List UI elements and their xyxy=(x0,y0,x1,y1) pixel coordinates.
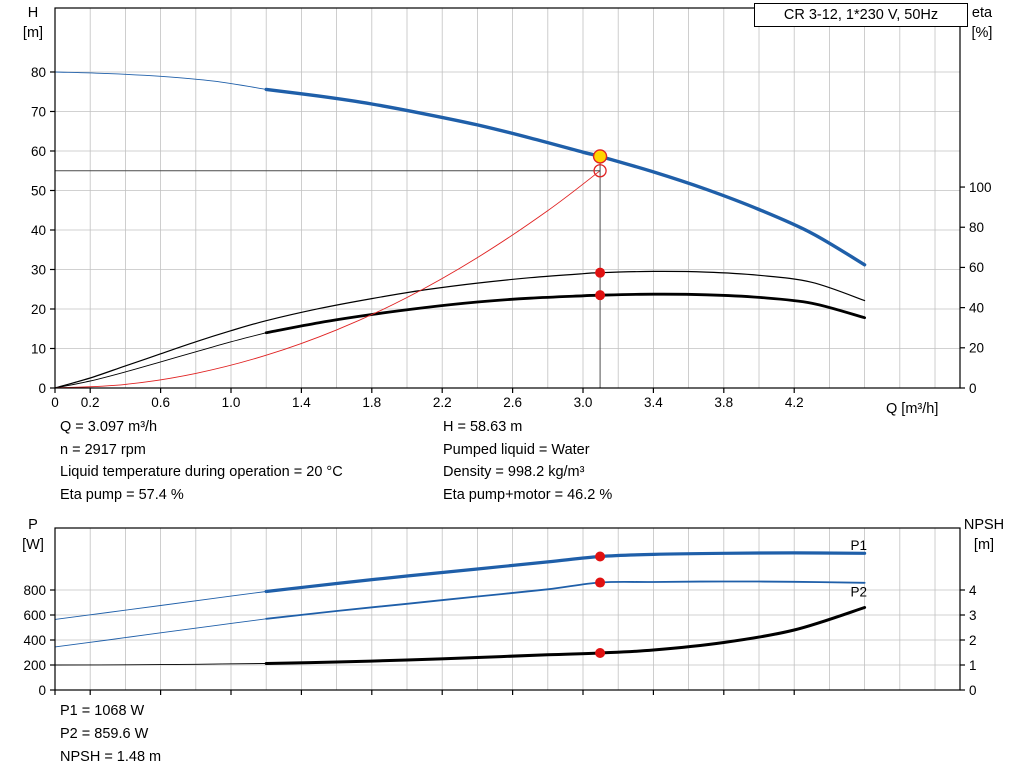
h-axis-label: H [m] xyxy=(13,3,53,43)
info-line-liquid: Pumped liquid = Water xyxy=(443,441,590,458)
right-tick-label: 20 xyxy=(969,341,984,356)
left-tick-label: 0 xyxy=(38,683,46,698)
info-line-q: Q = 3.097 m³/h xyxy=(60,419,158,435)
eta-pump-point xyxy=(595,267,606,278)
info-line-p2: P2 = 859.6 W xyxy=(60,726,149,742)
left-tick-label: 70 xyxy=(31,104,46,119)
npsh-curve-low xyxy=(54,663,267,666)
p-axis-unit: [W] xyxy=(22,537,44,553)
duty-info-right-column: H = 58.63 m Pumped liquid = Water Densit… xyxy=(443,416,612,506)
right-tick-label: 40 xyxy=(969,300,984,315)
left-tick-label: 30 xyxy=(31,262,46,277)
p2-point xyxy=(595,577,606,588)
qh-eta-chart: 0 0.2 0.6 1.0 1.4 1.8 2.2 2.6 3.0 3.4 3.8 4.2 0 10 20 3… xyxy=(31,7,992,410)
x-tick-label: 2.2 xyxy=(433,395,452,410)
eta-axis-label: eta [%] xyxy=(958,3,1006,43)
left-tick-label: 800 xyxy=(23,583,46,598)
x-tick-label: 0.6 xyxy=(151,395,170,410)
left-tick-label: 80 xyxy=(31,65,46,80)
npsh-axis-unit: [m] xyxy=(973,537,995,553)
power-info-column: P1 = 1068 W P2 = 859.6 W NPSH = 1.48 m xyxy=(60,700,161,769)
x-tick-label: 2.6 xyxy=(503,395,522,410)
left-tick-label: 10 xyxy=(31,341,46,356)
right-tick-label: 3 xyxy=(969,608,977,623)
right-tick-label: 0 xyxy=(969,683,977,698)
plot-border xyxy=(54,527,961,691)
x-tick-label: 1.4 xyxy=(292,395,311,410)
p2-curve xyxy=(265,580,866,620)
series-label: P2 xyxy=(851,584,868,599)
duty-point xyxy=(592,149,608,164)
head-curve-low xyxy=(54,71,267,90)
eta-pump-motor-curve xyxy=(264,292,866,335)
left-tick-label: 0 xyxy=(38,381,46,396)
left-tick-label: 40 xyxy=(31,223,46,238)
right-tick-label: 2 xyxy=(969,633,977,648)
left-tick-label: 50 xyxy=(31,183,46,198)
p1-curve-low xyxy=(54,591,267,620)
right-tick-label: 4 xyxy=(969,583,977,598)
pump-type-label: CR 3-12, 1*230 V, 50Hz xyxy=(754,3,968,27)
p1-curve xyxy=(264,551,867,594)
npsh-curve xyxy=(264,606,867,665)
right-tick-label: 100 xyxy=(969,180,992,195)
power-npsh-chart: 0 200 400 600 800 0 1 2 3 4 P1 P2 xyxy=(23,527,977,698)
eta-axis-unit: [%] xyxy=(971,25,993,41)
info-line-npsh: NPSH = 1.48 m xyxy=(60,749,162,765)
x-tick-label: 0 xyxy=(51,395,59,410)
npsh-point xyxy=(595,648,606,658)
p1-point xyxy=(595,551,606,562)
p2-curve-low xyxy=(54,618,267,648)
p-axis-label: P [W] xyxy=(13,515,53,555)
right-tick-label: 60 xyxy=(969,260,984,275)
system-curve xyxy=(54,170,601,389)
x-tick-label: 3.0 xyxy=(574,395,593,410)
head-curve xyxy=(264,87,867,267)
eta-axis-symbol: eta xyxy=(971,5,993,21)
requested-duty-point xyxy=(593,164,607,178)
x-tick-label: 1.8 xyxy=(362,395,381,410)
series-label: P1 xyxy=(851,538,868,553)
h-axis-symbol: H xyxy=(27,5,39,21)
h-axis-unit: [m] xyxy=(22,25,44,41)
left-tick-label: 200 xyxy=(23,658,46,673)
info-line-n: n = 2917 rpm xyxy=(60,441,146,458)
left-tick-label: 600 xyxy=(23,608,46,623)
left-tick-label: 400 xyxy=(23,633,46,648)
info-line-density: Density = 998.2 kg/m³ xyxy=(443,464,585,481)
info-line-temperature: Liquid temperature during operation = 20… xyxy=(60,464,343,481)
eta-pump-motor-curve-low xyxy=(54,332,267,389)
x-tick-label: 4.2 xyxy=(785,395,804,410)
info-line-eta-pump: Eta pump = 57.4 % xyxy=(60,486,184,503)
p-axis-symbol: P xyxy=(28,517,38,533)
left-tick-label: 60 xyxy=(31,144,46,159)
npsh-axis-symbol: NPSH xyxy=(963,517,1005,533)
right-tick-label: 80 xyxy=(969,220,984,235)
x-tick-label: 1.0 xyxy=(222,395,241,410)
x-tick-label: 3.8 xyxy=(714,395,733,410)
left-tick-label: 20 xyxy=(31,302,46,317)
duty-info-left-column: Q = 3.097 m³/h n = 2917 rpm Liquid tempe… xyxy=(60,416,343,506)
right-tick-label: 1 xyxy=(969,658,977,673)
info-line-eta-pump-motor: Eta pump+motor = 46.2 % xyxy=(443,486,613,503)
eta-pump-motor-point xyxy=(595,290,606,301)
npsh-axis-label: NPSH [m] xyxy=(954,515,1014,555)
info-line-p1: P1 = 1068 W xyxy=(60,703,145,719)
x-tick-label: 0.2 xyxy=(81,395,100,410)
x-tick-label: 3.4 xyxy=(644,395,663,410)
right-tick-label: 0 xyxy=(969,381,977,396)
info-line-h: H = 58.63 m xyxy=(443,419,523,435)
plot-border xyxy=(54,7,961,389)
q-axis-label: Q [m³/h] xyxy=(886,401,939,417)
eta-pump-curve xyxy=(54,270,866,389)
